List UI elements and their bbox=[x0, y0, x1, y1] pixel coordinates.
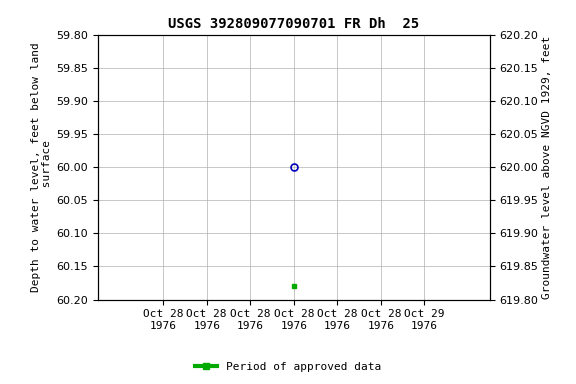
Legend: Period of approved data: Period of approved data bbox=[191, 358, 385, 377]
Y-axis label: Depth to water level, feet below land
 surface: Depth to water level, feet below land su… bbox=[31, 42, 52, 292]
Y-axis label: Groundwater level above NGVD 1929, feet: Groundwater level above NGVD 1929, feet bbox=[543, 35, 552, 299]
Title: USGS 392809077090701 FR Dh  25: USGS 392809077090701 FR Dh 25 bbox=[168, 17, 419, 31]
